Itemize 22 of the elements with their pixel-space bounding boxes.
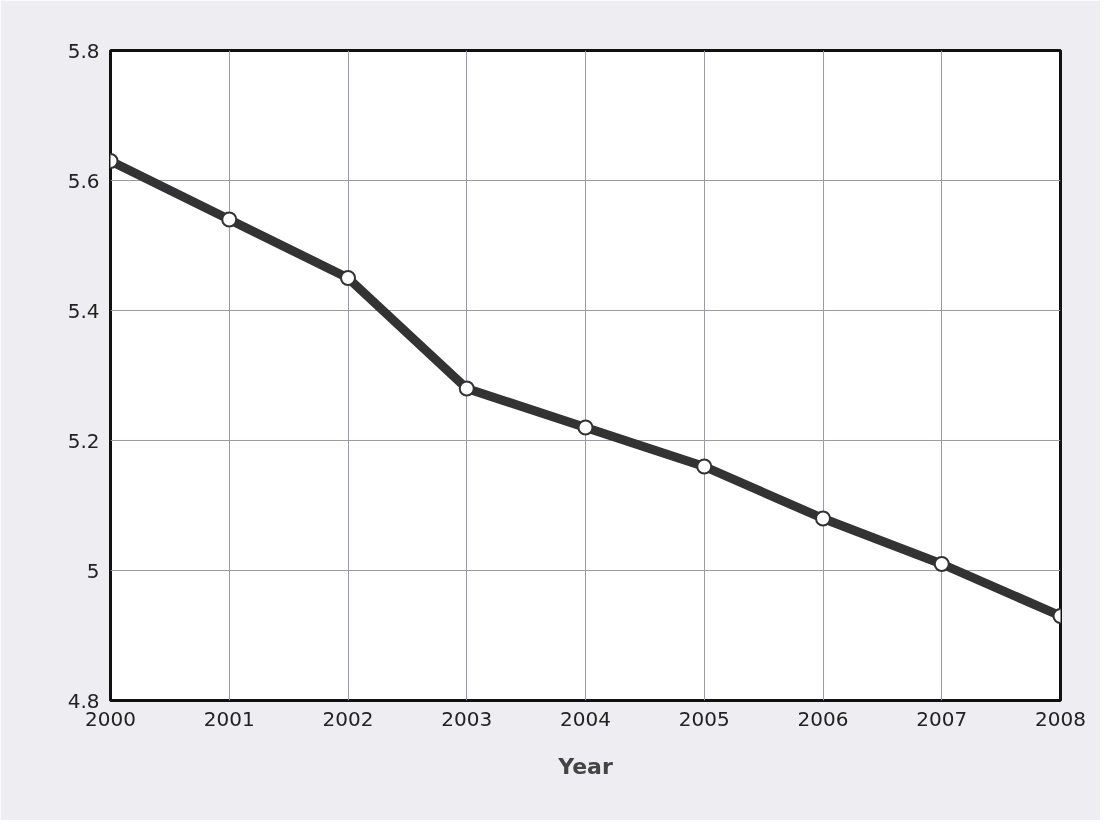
x-axis-title: Year [557, 753, 613, 779]
point [933, 556, 950, 572]
y-tick-label: 5.8 [67, 38, 100, 63]
y-tick-label: 5.4 [67, 298, 100, 323]
y-tick-label: 4.8 [67, 688, 100, 713]
point [577, 419, 594, 436]
x-tick-label: 2003 [441, 706, 493, 731]
x-tick-label: 2001 [203, 706, 255, 731]
x-tick-label: 2007 [916, 706, 968, 731]
x-tick-label: 2008 [1035, 706, 1086, 731]
y-tick-label: 5.2 [67, 428, 100, 453]
point [340, 270, 356, 286]
point [696, 458, 713, 475]
y-tick-label: 5.6 [67, 168, 100, 193]
point [221, 211, 238, 228]
x-tick-label: 2002 [322, 706, 374, 731]
x-tick-label: 2006 [797, 706, 849, 731]
x-tick-label: 2005 [678, 706, 730, 731]
point [458, 380, 475, 397]
point [815, 510, 831, 527]
y-tick-label: 5 [86, 558, 100, 583]
x-tick-label: 2004 [560, 706, 611, 731]
